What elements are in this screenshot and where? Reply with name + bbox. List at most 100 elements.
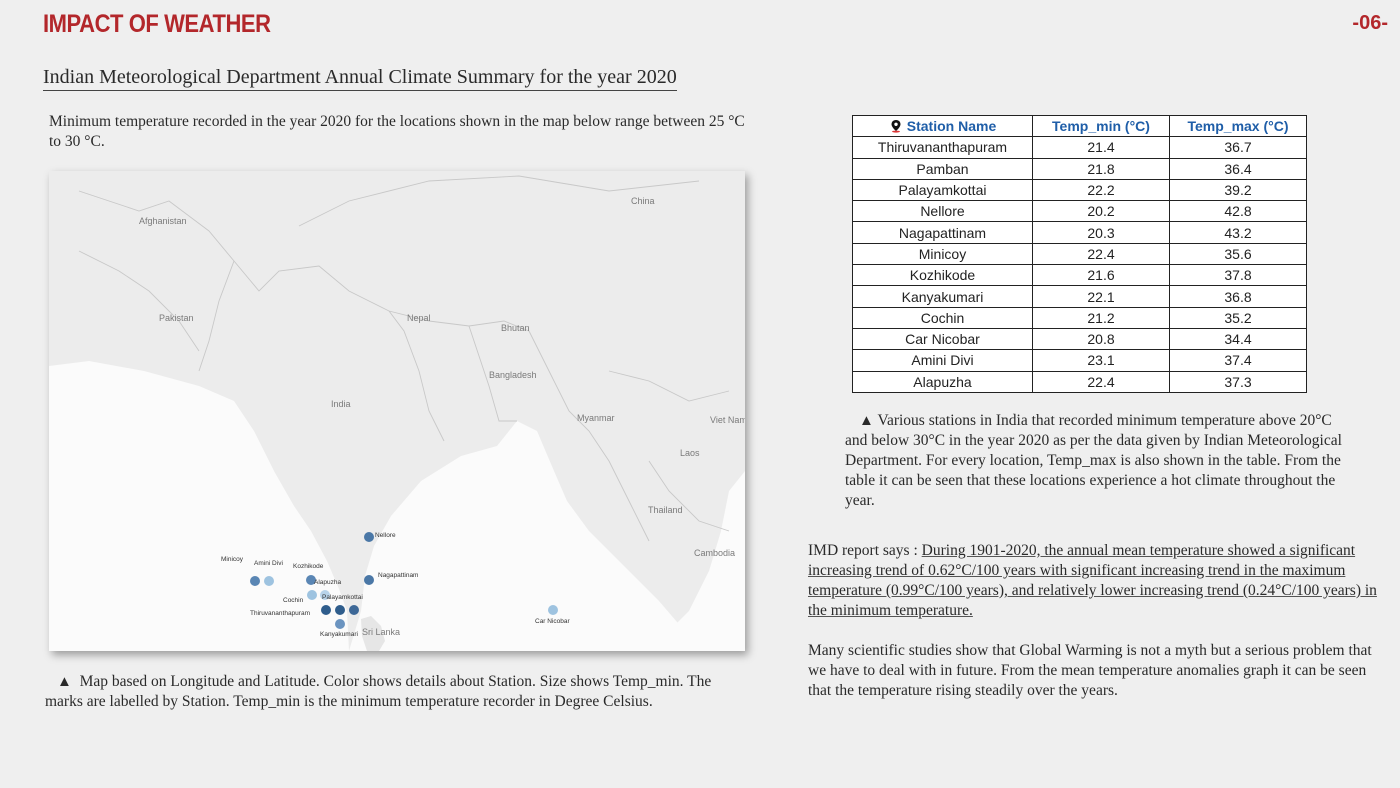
label-thailand: Thailand xyxy=(648,505,683,515)
temp-min-cell: 20.8 xyxy=(1032,327,1170,351)
station-marker-car-nicobar[interactable] xyxy=(548,605,558,615)
label-vietnam: Viet Nam xyxy=(710,415,745,425)
page-title: IMPACT OF WEATHER xyxy=(43,10,271,38)
header-temp-min[interactable]: Temp_min (°C) xyxy=(1032,114,1170,138)
station-name-cell: Minicoy xyxy=(852,242,1033,266)
station-marker-kozhikode[interactable] xyxy=(306,575,316,585)
station-map[interactable]: China Afghanistan Pakistan Nepal Bhutan … xyxy=(49,171,745,651)
station-label-amini-divi: Amini Divi xyxy=(254,560,283,567)
label-bangladesh: Bangladesh xyxy=(489,370,537,380)
station-name-cell: Amini Divi xyxy=(852,349,1033,372)
table-row: Kozhikode 21.6 37.8 xyxy=(852,264,1307,287)
table-row: Thiruvananthapuram 21.4 36.7 xyxy=(852,136,1307,159)
station-label-nagapattinam: Nagapattinam xyxy=(378,572,418,579)
table-row: Cochin 21.2 35.2 xyxy=(852,306,1307,329)
table-row: Amini Divi 23.1 37.4 xyxy=(852,349,1307,372)
station-marker-cochin[interactable] xyxy=(307,590,317,600)
temp-max-cell: 36.7 xyxy=(1169,136,1307,159)
label-myanmar: Myanmar xyxy=(577,413,615,423)
station-marker-minicoy[interactable] xyxy=(250,576,260,586)
intro-paragraph: Minimum temperature recorded in the year… xyxy=(49,113,745,150)
station-label-alapuzha: Alapuzha xyxy=(314,579,341,586)
map-caption: ▲ Map based on Longitude and Latitude. C… xyxy=(45,672,745,712)
temp-max-cell: 36.8 xyxy=(1169,285,1307,308)
station-marker-thiruvananthapuram[interactable] xyxy=(321,605,331,615)
station-label-minicoy: Minicoy xyxy=(221,556,244,563)
station-marker-nellore[interactable] xyxy=(364,532,374,542)
imd-quote: During 1901-2020, the annual mean temper… xyxy=(808,542,1377,619)
table-caption-text: Various stations in India that recorded … xyxy=(845,412,1342,509)
map-pin-icon xyxy=(891,120,901,133)
station-label-car-nicobar: Car Nicobar xyxy=(535,618,571,625)
global-warming-paragraph: Many scientific studies show that Global… xyxy=(808,642,1372,699)
temp-max-cell: 42.8 xyxy=(1169,200,1307,223)
temp-max-cell: 37.4 xyxy=(1169,349,1307,372)
triangle-up-icon: ▲ xyxy=(859,413,874,429)
station-label-nellore: Nellore xyxy=(375,532,396,539)
label-india: India xyxy=(331,399,351,409)
temp-max-cell: 35.2 xyxy=(1169,306,1307,329)
station-label-kanyakumari: Kanyakumari xyxy=(320,631,358,638)
temp-min-cell: 22.4 xyxy=(1032,242,1170,266)
label-bhutan: Bhutan xyxy=(501,323,530,333)
temp-min-cell: 21.8 xyxy=(1032,157,1170,180)
temp-min-cell: 23.1 xyxy=(1032,349,1170,372)
imd-report-paragraph: IMD report says : During 1901-2020, the … xyxy=(808,541,1388,621)
temp-max-cell: 36.4 xyxy=(1169,157,1307,180)
temp-min-cell: 21.2 xyxy=(1032,306,1170,329)
header-temp-max[interactable]: Temp_max (°C) xyxy=(1169,114,1307,138)
label-nepal: Nepal xyxy=(407,313,431,323)
table-row: Nagapattinam 20.3 43.2 xyxy=(852,221,1307,244)
station-name-cell: Nellore xyxy=(852,200,1033,223)
map-caption-text: Map based on Longitude and Latitude. Col… xyxy=(45,673,712,710)
station-name-cell: Palayamkottai xyxy=(852,178,1033,202)
station-name-cell: Alapuzha xyxy=(852,370,1033,393)
temp-min-cell: 22.4 xyxy=(1032,370,1170,393)
station-name-cell: Cochin xyxy=(852,306,1033,329)
temp-max-cell: 35.6 xyxy=(1169,242,1307,266)
label-laos: Laos xyxy=(680,448,700,458)
temp-min-cell: 22.2 xyxy=(1032,178,1170,202)
label-pakistan: Pakistan xyxy=(159,313,194,323)
table-caption: ▲ Various stations in India that recorde… xyxy=(845,411,1345,511)
temp-max-cell: 37.8 xyxy=(1169,264,1307,287)
label-cambodia: Cambodia xyxy=(694,548,735,558)
station-label-cochin: Cochin xyxy=(283,597,304,604)
station-name-cell: Kozhikode xyxy=(852,264,1033,287)
temp-min-cell: 21.6 xyxy=(1032,264,1170,287)
table-row: Palayamkottai 22.2 39.2 xyxy=(852,178,1307,202)
triangle-up-icon: ▲ xyxy=(57,674,72,690)
station-temperature-table: Station Name Temp_min (°C) Temp_max (°C)… xyxy=(852,114,1307,393)
table-row: Car Nicobar 20.8 34.4 xyxy=(852,327,1307,351)
label-china: China xyxy=(631,196,655,206)
header-station-label: Station Name xyxy=(906,118,997,135)
temp-min-cell: 20.2 xyxy=(1032,200,1170,223)
imd-prefix: IMD report says : xyxy=(808,542,922,559)
station-marker-amini-divi[interactable] xyxy=(264,576,274,586)
station-name-cell: Kanyakumari xyxy=(852,285,1033,308)
table-row: Nellore 20.2 42.8 xyxy=(852,200,1307,223)
table-row: Kanyakumari 22.1 36.8 xyxy=(852,285,1307,308)
section-subtitle: Indian Meteorological Department Annual … xyxy=(43,66,677,91)
station-marker-kanyakumari[interactable] xyxy=(335,619,345,629)
table-header-row: Station Name Temp_min (°C) Temp_max (°C) xyxy=(852,114,1307,138)
station-name-cell: Thiruvananthapuram xyxy=(852,136,1033,159)
page-number: -06- xyxy=(1352,12,1388,34)
temp-max-cell: 39.2 xyxy=(1169,178,1307,202)
temp-max-cell: 34.4 xyxy=(1169,327,1307,351)
label-afghanistan: Afghanistan xyxy=(139,216,187,226)
temp-max-cell: 37.3 xyxy=(1169,370,1307,393)
station-marker-palayamkottai[interactable] xyxy=(335,605,345,615)
table-row: Pamban 21.8 36.4 xyxy=(852,157,1307,180)
map-svg: China Afghanistan Pakistan Nepal Bhutan … xyxy=(49,171,745,651)
station-marker-nagapattinam[interactable] xyxy=(364,575,374,585)
header-station-name[interactable]: Station Name xyxy=(852,114,1033,138)
station-name-cell: Nagapattinam xyxy=(852,221,1033,244)
station-label-palayamkottai: Palayamkottai xyxy=(322,594,363,601)
station-marker-alapuzha[interactable] xyxy=(320,590,330,600)
station-label-thiruvananthapuram: Thiruvananthapuram xyxy=(250,610,310,617)
station-marker-pamban[interactable] xyxy=(349,605,359,615)
station-name-cell: Pamban xyxy=(852,157,1033,180)
temp-min-cell: 21.4 xyxy=(1032,136,1170,159)
station-label-kozhikode: Kozhikode xyxy=(293,563,324,570)
